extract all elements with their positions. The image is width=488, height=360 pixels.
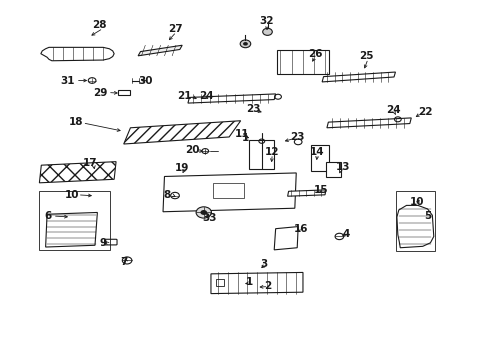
Text: 25: 25 bbox=[359, 51, 373, 61]
Polygon shape bbox=[123, 121, 240, 144]
Polygon shape bbox=[138, 45, 182, 56]
Polygon shape bbox=[396, 206, 433, 248]
Text: 11: 11 bbox=[234, 129, 248, 139]
Circle shape bbox=[240, 40, 250, 48]
Polygon shape bbox=[274, 226, 298, 250]
Circle shape bbox=[243, 42, 247, 46]
Text: 17: 17 bbox=[82, 158, 97, 168]
Text: 18: 18 bbox=[68, 117, 83, 127]
Text: 28: 28 bbox=[92, 21, 107, 31]
Text: 9: 9 bbox=[100, 238, 106, 248]
Text: 10: 10 bbox=[409, 197, 424, 207]
Polygon shape bbox=[287, 190, 325, 196]
Text: 26: 26 bbox=[307, 49, 322, 59]
Bar bbox=[40, 190, 110, 250]
Polygon shape bbox=[210, 273, 303, 294]
Bar bbox=[325, 162, 341, 177]
Polygon shape bbox=[163, 173, 296, 212]
Text: 6: 6 bbox=[44, 211, 52, 221]
Circle shape bbox=[262, 28, 272, 35]
Polygon shape bbox=[45, 212, 97, 247]
Text: 2: 2 bbox=[264, 281, 270, 291]
Bar bbox=[277, 50, 328, 74]
Text: 16: 16 bbox=[293, 224, 307, 234]
Text: 24: 24 bbox=[199, 91, 213, 101]
Text: 8: 8 bbox=[163, 190, 170, 200]
Bar bbox=[215, 279, 224, 286]
Circle shape bbox=[200, 210, 207, 215]
Text: 1: 1 bbox=[245, 276, 252, 287]
Text: 12: 12 bbox=[264, 148, 279, 157]
Text: 7: 7 bbox=[120, 257, 127, 267]
Text: 19: 19 bbox=[175, 163, 189, 173]
Text: 1: 1 bbox=[242, 133, 248, 143]
Bar bbox=[213, 183, 244, 198]
Polygon shape bbox=[322, 72, 395, 82]
Text: 15: 15 bbox=[313, 185, 328, 195]
Text: 5: 5 bbox=[423, 211, 430, 221]
Circle shape bbox=[196, 207, 211, 218]
Text: 4: 4 bbox=[342, 229, 349, 239]
Text: 32: 32 bbox=[259, 16, 274, 26]
Bar bbox=[118, 90, 130, 95]
Text: 27: 27 bbox=[167, 24, 182, 34]
Polygon shape bbox=[41, 48, 114, 61]
Text: 10: 10 bbox=[64, 190, 79, 200]
Polygon shape bbox=[40, 162, 116, 183]
Bar bbox=[310, 145, 328, 171]
Text: 29: 29 bbox=[93, 87, 108, 98]
Text: 31: 31 bbox=[60, 76, 74, 86]
Text: 22: 22 bbox=[418, 107, 432, 117]
Text: 30: 30 bbox=[138, 76, 152, 86]
Text: 21: 21 bbox=[177, 91, 191, 101]
Text: 20: 20 bbox=[185, 145, 200, 156]
Text: 3: 3 bbox=[260, 259, 267, 269]
Polygon shape bbox=[326, 118, 410, 128]
Text: 14: 14 bbox=[309, 148, 324, 157]
Bar bbox=[395, 191, 434, 251]
Text: 23: 23 bbox=[289, 132, 304, 142]
Bar bbox=[249, 140, 274, 169]
Polygon shape bbox=[187, 94, 275, 103]
Text: 23: 23 bbox=[245, 104, 260, 114]
Text: 24: 24 bbox=[385, 105, 400, 116]
Text: 13: 13 bbox=[335, 162, 349, 172]
Text: 33: 33 bbox=[203, 213, 217, 223]
